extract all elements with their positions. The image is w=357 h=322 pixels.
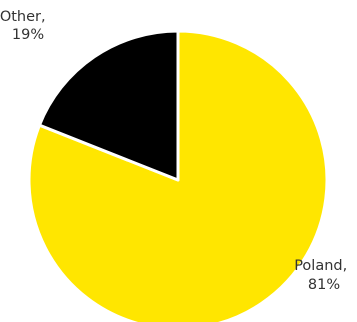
slice-label-poland-line-2: 81% xyxy=(308,277,340,293)
slice-label-other-line-1: Other, xyxy=(0,9,46,25)
slice-label-poland-line-1: Poland, xyxy=(294,258,347,274)
slice-label-poland: Poland, 81% xyxy=(294,258,352,293)
pie-slice-other xyxy=(37,29,180,182)
pie-slices xyxy=(27,29,329,322)
slice-label-other-line-2: 19% xyxy=(12,27,44,43)
slice-label-other: Other, 19% xyxy=(0,9,50,43)
